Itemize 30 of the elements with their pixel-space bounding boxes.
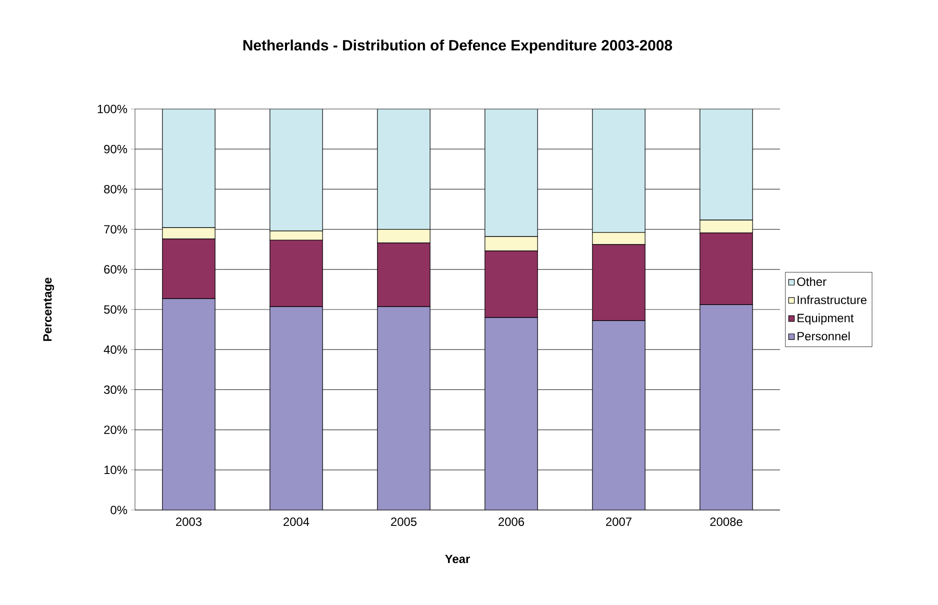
y-tick-label: 20% [104, 426, 128, 434]
legend-label: Other [797, 277, 826, 286]
y-tick-label: 90% [104, 144, 128, 154]
x-tick-label: 2006 [498, 518, 524, 526]
y-tick-label: 100% [98, 104, 128, 114]
y-tick-label: 30% [104, 385, 128, 394]
y-axis-title: Percentage [43, 278, 54, 341]
x-tick-label: 2007 [606, 518, 632, 526]
bar [592, 320, 646, 510]
chart-title: Netherlands - Distribution of Defence Expenditure 2003-2008 [243, 40, 672, 54]
y-tick-label: 80% [104, 184, 128, 194]
x-tick-label: 2005 [391, 518, 417, 526]
y-tick-label: 70% [104, 225, 128, 234]
bar [270, 306, 323, 510]
legend-label: Infrastructure [798, 295, 867, 304]
legend-label: Equipment [798, 313, 854, 325]
bar [700, 304, 753, 510]
y-tick-label: 50% [104, 305, 128, 314]
x-tick-label: 2004 [284, 518, 310, 526]
y-tick-label: 10% [104, 466, 128, 474]
y-tick-label: 0% [110, 506, 128, 514]
x-axis-title: Year [445, 554, 470, 564]
bar [377, 306, 430, 510]
y-tick-label: 40% [104, 345, 128, 354]
x-tick-label: 2003 [176, 518, 202, 526]
y-tick-label: 60% [104, 265, 128, 274]
bar [162, 298, 216, 510]
legend-label: Personnel [798, 332, 850, 340]
x-tick-label: 2008e [710, 518, 742, 526]
bar [484, 318, 538, 510]
